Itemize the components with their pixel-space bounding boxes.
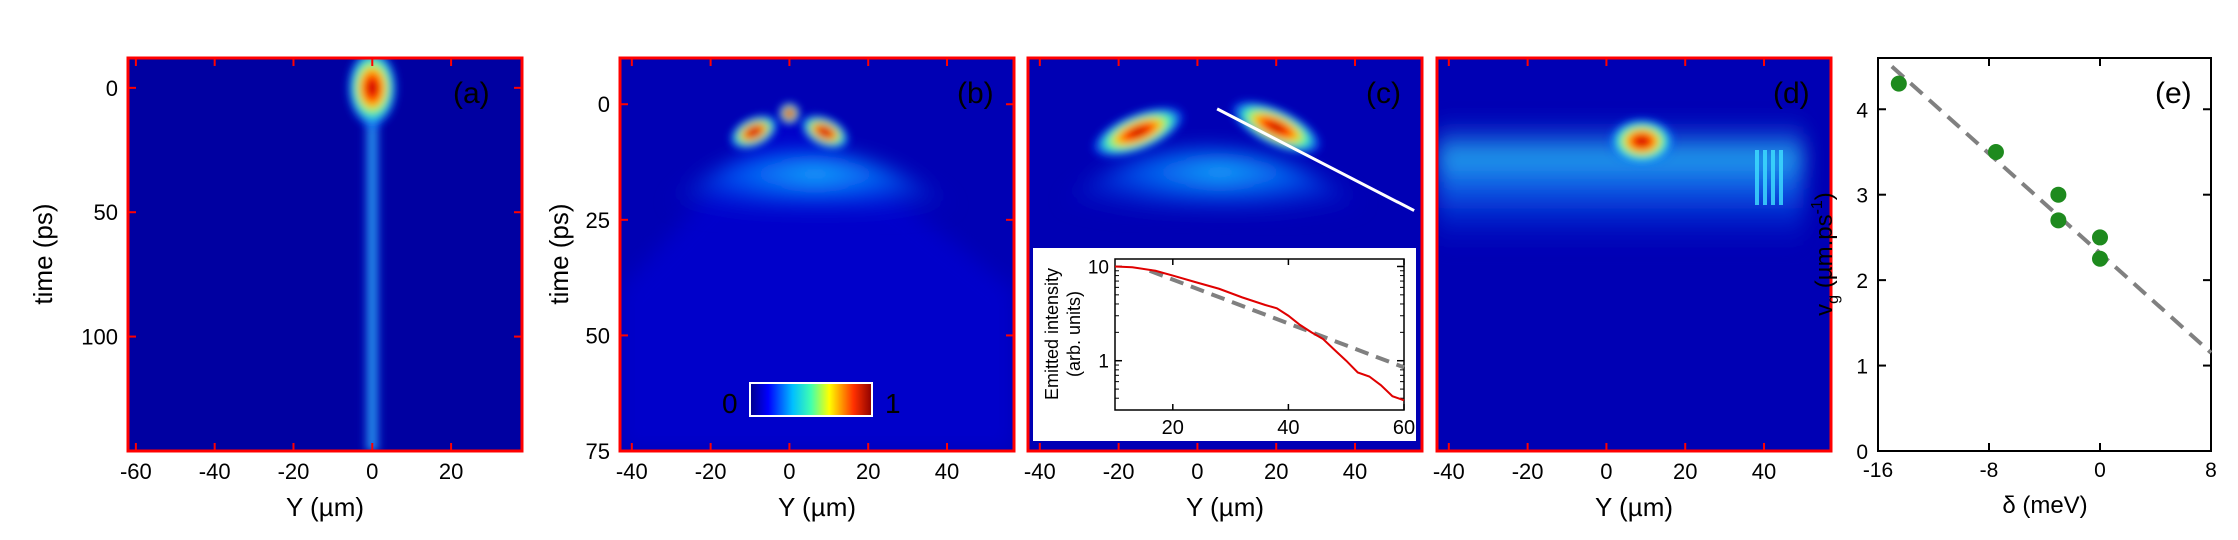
panel-d-fringes [1755,150,1783,205]
x-tick-label: 20 [856,459,880,484]
panel-c: -40 -20 0 20 40 (c) Y (µm) 20 40 60 1 10 Emitted… [1024,56,1424,522]
panel-b-spot [728,113,780,151]
x-tick-label: -40 [1433,459,1465,484]
panel-e-frame [1877,57,2212,452]
x-tick-label: -40 [199,459,231,484]
panel-e-axes: -16 -8 0 8 0 1 2 3 4 [1856,58,2217,482]
x-tick-label: -60 [120,459,152,484]
x-tick-label: 20 [439,459,463,484]
inset-measured-curve [1114,265,1405,402]
x-tick-label: -20 [1103,459,1135,484]
panel-d-xlabel: Y (µm) [1595,492,1673,522]
panel-c-spot [1090,105,1187,159]
inset-y-tick-label: 10 [1088,257,1109,278]
colorbar-min-label: 0 [722,388,738,419]
panel-e-y-tick-label: 1 [1856,356,1868,379]
panel-e-point [2092,229,2108,246]
x-tick-label: 40 [1752,459,1776,484]
inset-x-tick-label: 60 [1393,417,1415,439]
panel-e-ylabel: vg (µm.ps-1) [1809,192,1842,316]
panel-a-ylabel: time (ps) [28,203,58,304]
y-tick-label: 50 [94,200,118,225]
x-tick-label: -40 [1024,459,1056,484]
panel-e: -16 -8 0 8 0 1 2 3 4 (e) δ (meV) vg (µm.ps-1) [1809,57,2217,519]
x-tick-label: 20 [1673,459,1697,484]
y-tick-label: 75 [586,439,610,464]
x-tick-label: 0 [1600,459,1612,484]
inset-background [1033,248,1416,441]
panel-a-axes: -60 -40 -20 0 20 0 50 100 [81,58,522,484]
inset-x-tick-label: 20 [1162,417,1184,439]
x-tick-label: 0 [1191,459,1203,484]
panel-c-label: (c) [1366,77,1401,110]
panel-a-spot [345,58,399,129]
panel-c-frame [1026,56,1424,453]
x-tick-label: -20 [695,459,727,484]
x-tick-label: 40 [1343,459,1367,484]
panel-e-point [2092,250,2108,267]
panel-e-point [2050,186,2067,203]
y-tick-label: 0 [598,92,610,117]
panel-d-frame [1435,56,1833,453]
panel-e-xlabel: δ (meV) [2002,492,2087,519]
panel-e-point [1890,75,1907,92]
inset-frame [1114,258,1405,411]
inset-axes: 20 40 60 1 10 [1088,257,1415,439]
panel-b-ylabel: time (ps) [544,203,574,304]
panel-e-x-tick-label: -16 [1863,459,1893,482]
panel-e-x-tick-label: 0 [2094,459,2106,482]
panel-e-label: (e) [2155,77,2192,110]
inset-ylabel-line1: Emitted intensity [1042,268,1062,400]
x-tick-label: 0 [783,459,795,484]
y-tick-label: 0 [106,76,118,101]
colorbar-max-label: 1 [885,388,901,419]
panel-b-spot [798,113,851,151]
panel-e-x-tick-label: -8 [1980,459,1999,482]
panel-a: -60 -40 -20 0 20 0 50 100 (a) Y (µm) time (ps) [28,56,524,522]
x-tick-label: -20 [1512,459,1544,484]
panel-e-fit-line [1890,65,2213,355]
inset-y-tick-label: 1 [1098,352,1109,373]
panel-d-label: (d) [1773,77,1810,110]
panel-b-frame [618,56,1016,453]
panel-a-label: (a) [453,77,490,110]
panel-e-x-tick-label: 8 [2205,459,2217,482]
inset-x-tick-label: 40 [1277,417,1299,439]
panel-d-axes: -40 -20 0 20 40 [1433,58,1776,484]
panel-e-y-tick-label: 0 [1856,441,1868,464]
panel-b: 0 1 -40 -20 0 20 40 0 25 50 75 (b) Y (µm) time (… [544,56,1016,522]
panel-a-frame [126,56,524,453]
panel-e-y-tick-label: 2 [1856,270,1868,293]
panel-c-guide-line [1216,107,1415,212]
y-tick-label: 25 [586,208,610,233]
panel-b-axes: -40 -20 0 20 40 0 25 50 75 [586,58,1014,484]
panel-e-point [1987,143,2004,160]
panel-c-axes: -40 -20 0 20 40 [1024,58,1367,484]
inset-fit-line [1148,268,1405,370]
panel-a-xlabel: Y (µm) [286,492,364,522]
panel-c-xlabel: Y (µm) [1186,492,1264,522]
panel-d-spot [1607,117,1676,166]
panel-a-stripe [360,112,385,451]
inset-ylabel-line2: (arb. units) [1064,291,1084,377]
panel-c-spot [1229,99,1324,156]
panel-c-inset: 20 40 60 1 10 Emitted intensity (arb. units) [1033,248,1416,441]
colorbar [749,382,873,417]
panel-d: -40 -20 0 20 40 (d) Y (µm) [1433,56,1833,522]
x-tick-label: 40 [935,459,959,484]
y-tick-label: 50 [586,323,610,348]
panel-b-xlabel: Y (µm) [778,492,856,522]
x-tick-label: 0 [366,459,378,484]
panel-e-point [2050,212,2067,229]
panel-e-y-tick-label: 4 [1856,99,1868,122]
x-tick-label: -40 [616,459,648,484]
panel-e-y-tick-label: 3 [1856,185,1868,208]
panel-b-spot [777,101,802,126]
panel-b-label: (b) [957,77,994,110]
y-tick-label: 100 [81,325,118,350]
x-tick-label: -20 [278,459,310,484]
x-tick-label: 20 [1264,459,1288,484]
